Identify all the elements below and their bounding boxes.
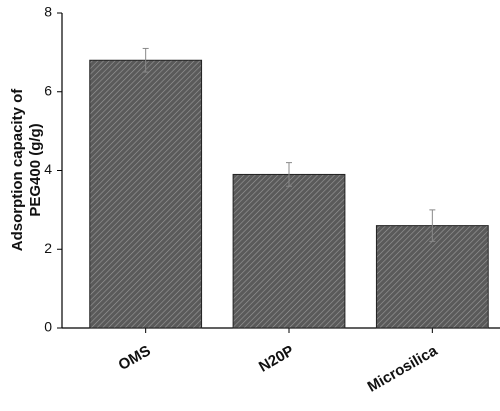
error-bar xyxy=(142,47,149,73)
x-tick-label: Microsilica xyxy=(365,342,441,396)
error-bar xyxy=(286,162,292,187)
y-tick-label: 0 xyxy=(44,319,52,335)
bar xyxy=(375,225,489,329)
y-tick-label: 8 xyxy=(44,4,52,20)
bar xyxy=(89,59,203,329)
error-bar xyxy=(429,209,436,242)
y-tick-label: 6 xyxy=(44,82,52,98)
x-tick-label: N20P xyxy=(256,342,297,375)
bar xyxy=(232,173,346,329)
y-axis-label: Adsorption capacity of xyxy=(9,88,26,252)
y-tick-label: 4 xyxy=(44,161,52,177)
y-axis-label: PEG400 (g/g) xyxy=(27,123,44,216)
y-tick-label: 2 xyxy=(44,240,52,256)
x-tick-label: OMS xyxy=(116,342,154,374)
